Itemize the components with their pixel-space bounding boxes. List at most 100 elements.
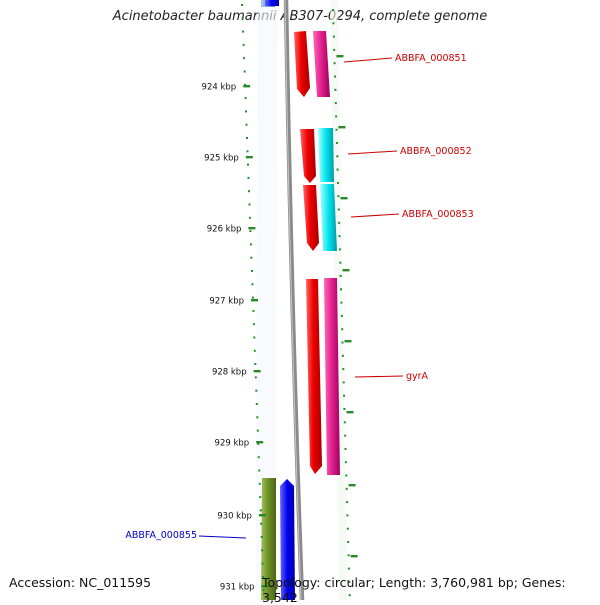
gene-label: ABBFA_000853 xyxy=(402,209,474,220)
minor-tick xyxy=(248,190,250,193)
minor-tick xyxy=(346,527,349,530)
minor-tick xyxy=(245,110,247,113)
minor-tick xyxy=(334,88,337,91)
minor-tick xyxy=(337,181,339,184)
minor-tick xyxy=(253,336,256,339)
map-title: Acinetobacter baumannii AB307-0294, comp… xyxy=(112,9,488,24)
minor-tick xyxy=(255,403,258,405)
minor-tick xyxy=(243,57,246,60)
minor-tick xyxy=(347,541,350,543)
minor-tick xyxy=(257,442,260,445)
minor-tick xyxy=(244,97,247,100)
minor-tick xyxy=(246,150,249,153)
gene-leader-line xyxy=(343,57,393,63)
cds-abbfa-000853 xyxy=(303,185,319,251)
minor-tick xyxy=(254,363,257,366)
minor-tick xyxy=(257,456,260,459)
major-tick xyxy=(258,514,266,517)
minor-tick xyxy=(334,75,336,78)
minor-tick xyxy=(343,394,345,397)
cds-slot-outer-forward xyxy=(330,0,347,600)
tick-label: 930 kbp xyxy=(217,512,252,522)
minor-tick xyxy=(249,230,252,233)
minor-tick xyxy=(251,283,254,286)
tick-label: 929 kbp xyxy=(215,439,250,449)
minor-tick xyxy=(256,429,259,432)
minor-tick xyxy=(345,487,348,490)
minor-tick xyxy=(260,536,263,538)
major-tick-outer xyxy=(346,411,354,414)
minor-tick xyxy=(244,83,247,86)
minor-tick xyxy=(248,216,251,219)
minor-tick xyxy=(250,256,253,259)
minor-tick xyxy=(252,309,255,312)
tick-label: 926 kbp xyxy=(207,225,242,235)
minor-tick xyxy=(260,522,263,525)
minor-tick xyxy=(344,434,347,437)
minor-tick xyxy=(332,35,335,38)
cds-abbfa-000852 xyxy=(300,129,316,183)
minor-tick xyxy=(346,514,349,517)
minor-tick xyxy=(249,243,252,246)
minor-tick xyxy=(332,22,335,25)
minor-tick xyxy=(261,549,264,552)
gene-leader-line xyxy=(350,213,400,218)
gene-label: gyrA xyxy=(406,371,429,382)
cds-gyra xyxy=(306,279,322,474)
minor-tick xyxy=(346,501,349,504)
minor-tick xyxy=(338,221,341,224)
gene-label: ABBFA_000852 xyxy=(400,146,472,157)
minor-tick xyxy=(339,261,342,264)
major-tick xyxy=(261,585,269,588)
accession-text: Accession: NC_011595 xyxy=(9,575,152,590)
minor-tick xyxy=(250,270,253,272)
minor-tick xyxy=(259,509,262,512)
cog-abbfa-000851 xyxy=(313,31,330,97)
cds-slot-reverse xyxy=(256,0,278,600)
major-tick-outer xyxy=(342,269,350,272)
major-tick-outer xyxy=(336,55,344,58)
minor-tick xyxy=(341,341,344,344)
minor-tick xyxy=(345,474,348,477)
minor-tick xyxy=(338,235,341,238)
minor-tick xyxy=(342,381,345,384)
reverse-cds-top-blue xyxy=(265,0,279,6)
minor-tick xyxy=(336,155,339,158)
tick-label: 924 kbp xyxy=(202,83,237,93)
major-tick-outer xyxy=(338,126,346,129)
minor-tick xyxy=(333,48,336,51)
minor-tick xyxy=(344,447,347,450)
cog-abbfa-000852 xyxy=(318,128,334,182)
cog-gyra xyxy=(324,278,340,475)
major-tick xyxy=(253,370,261,373)
minor-tick xyxy=(248,203,251,206)
major-tick xyxy=(256,441,264,444)
minor-tick xyxy=(247,163,249,166)
major-tick xyxy=(251,299,258,302)
minor-tick xyxy=(242,30,245,33)
minor-tick xyxy=(332,9,335,11)
minor-tick xyxy=(242,43,245,46)
minor-tick xyxy=(337,195,340,198)
minor-tick xyxy=(336,168,339,171)
minor-tick xyxy=(245,123,248,126)
minor-tick xyxy=(251,296,254,299)
tick-label: 927 kbp xyxy=(209,297,244,307)
minor-tick xyxy=(255,389,258,392)
major-tick xyxy=(245,156,253,159)
gene-leader-line xyxy=(354,375,404,378)
minor-tick xyxy=(348,580,351,583)
cog-abbfa-000853 xyxy=(320,184,337,251)
cog-abbfa-000855 xyxy=(261,478,276,600)
minor-tick xyxy=(261,562,264,565)
major-tick-outer xyxy=(340,197,348,200)
major-tick-outer xyxy=(350,555,358,558)
minor-tick xyxy=(338,248,341,251)
minor-tick xyxy=(253,349,256,352)
cds-abbfa-000851 xyxy=(294,31,310,97)
minor-tick xyxy=(342,368,345,371)
tick-label: 928 kbp xyxy=(212,368,247,378)
genome-backbone-highlight xyxy=(284,0,302,600)
minor-tick xyxy=(340,301,343,304)
minor-tick xyxy=(348,594,351,597)
